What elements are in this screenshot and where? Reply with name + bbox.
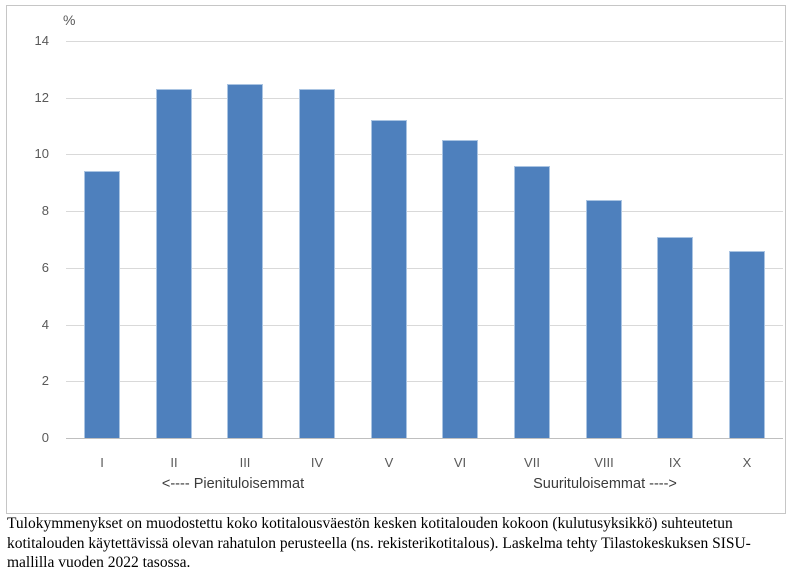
gridline	[66, 154, 783, 156]
y-axis-tick-label: 12	[34, 89, 49, 105]
x-axis-line	[66, 438, 783, 439]
x-axis-note-low-income: <---- Pienituloisemmat	[161, 476, 305, 492]
bar-decile-II	[156, 89, 192, 438]
x-axis-tick-label: VI	[453, 455, 467, 470]
gridline	[66, 211, 783, 213]
y-axis-tick-label: 8	[41, 203, 49, 219]
y-axis-tick-label: 14	[34, 33, 49, 48]
gridline	[66, 97, 783, 99]
x-axis-tick-label: I	[100, 455, 104, 470]
bar-decile-X	[729, 251, 765, 438]
chart-caption: Tulokymmenykset on muodostettu koko koti…	[7, 514, 788, 573]
gridline	[66, 41, 783, 42]
y-axis-tick-label: 6	[41, 259, 49, 275]
gridline	[66, 324, 783, 326]
x-axis-tick-label: VIII	[594, 455, 614, 470]
bar-decile-V	[371, 120, 407, 438]
x-axis-tick-label: IX	[668, 455, 682, 470]
bar-decile-VII	[514, 166, 550, 438]
y-axis-unit-label: %	[63, 12, 76, 28]
bar-decile-VI	[442, 140, 478, 438]
x-axis-tick-label: X	[742, 455, 752, 470]
gridline	[66, 381, 783, 383]
bar-decile-IX	[657, 237, 693, 438]
bar-decile-III	[227, 84, 263, 438]
x-axis-tick-label: IV	[310, 455, 324, 470]
x-axis-note-high-income: Suurituloisemmat ---->	[533, 476, 677, 492]
x-axis-tick-label: III	[239, 455, 251, 470]
gridline	[66, 267, 783, 269]
caption-line: mallilla vuoden 2022 tasossa.	[7, 554, 191, 571]
bar-decile-I	[84, 171, 120, 438]
caption-line: kotitalouden käytettävissä olevan rahatu…	[7, 534, 751, 552]
x-axis-tick-label: V	[384, 455, 394, 470]
y-axis-tick-label: 4	[41, 316, 49, 332]
bar-decile-VIII	[586, 200, 622, 438]
caption-line: Tulokymmenykset on muodostettu koko koti…	[7, 515, 733, 532]
chart-area: % <---- Pienituloisemmat Suurituloisemma…	[6, 5, 786, 514]
x-axis-tick-label: II	[170, 455, 178, 470]
y-axis-tick-label: 10	[34, 146, 49, 162]
bar-decile-IV	[299, 89, 335, 438]
y-axis-tick-label: 0	[41, 430, 49, 445]
x-axis-tick-label: VII	[524, 455, 540, 470]
y-axis-tick-label: 2	[41, 373, 49, 389]
